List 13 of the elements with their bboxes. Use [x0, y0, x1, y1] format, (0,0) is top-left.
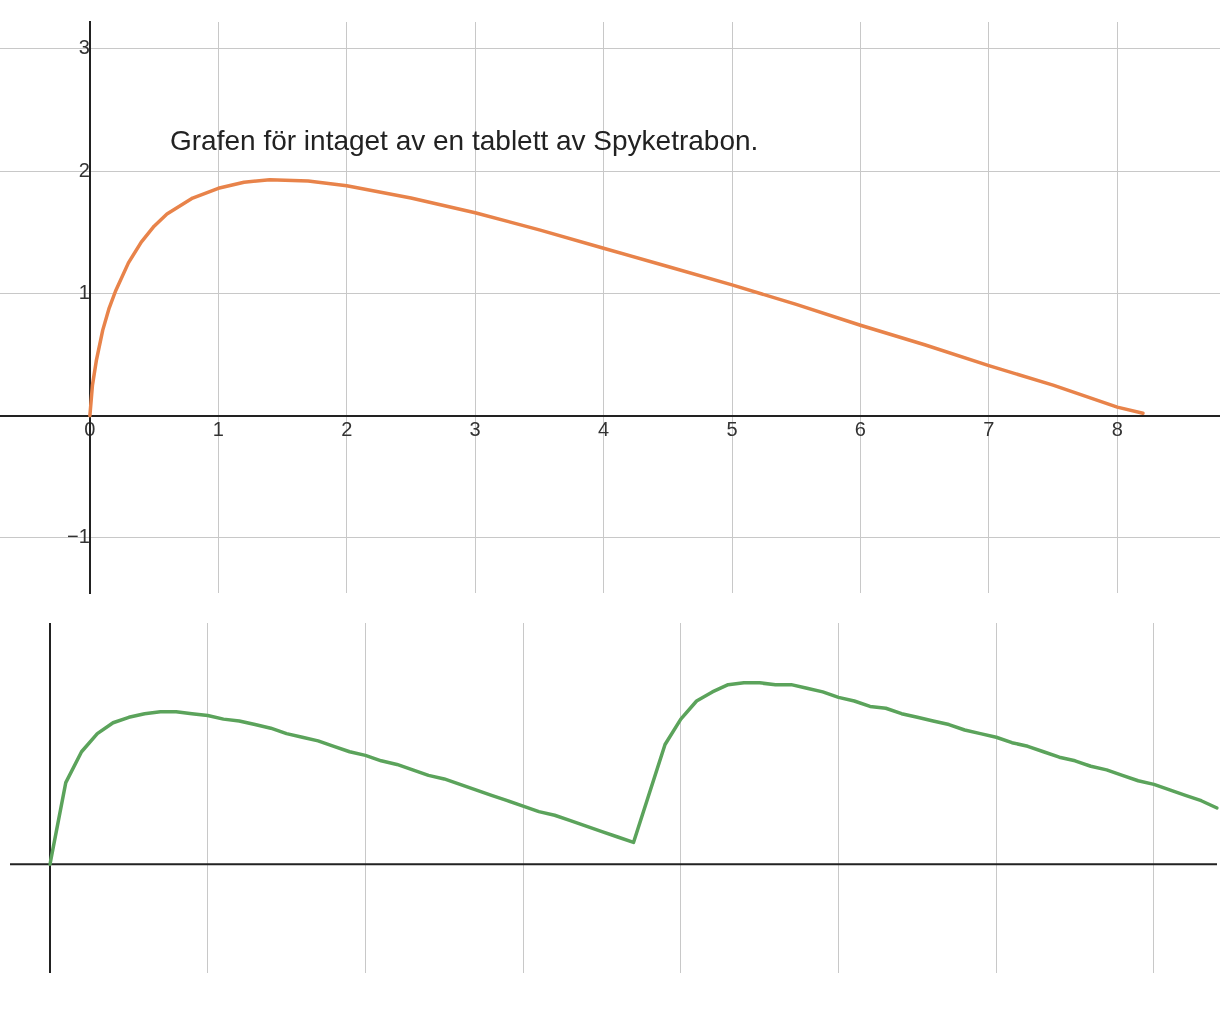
- x-tick-label: 2: [341, 418, 353, 441]
- x-tick-label: 3: [469, 418, 481, 441]
- y-tick-label: 3: [78, 36, 90, 59]
- x-tick-label: 6: [854, 418, 866, 441]
- y-tick-label: 1: [78, 280, 90, 303]
- x-tick-label: 8: [1111, 418, 1123, 441]
- x-tick-label: 4: [598, 418, 610, 441]
- text: Grafen för intaget av en tablett av Spyketrabon.: [170, 124, 759, 156]
- x-tick-label: 5: [726, 418, 738, 441]
- y-tick-label: −1: [67, 525, 90, 548]
- x-tick-label: 1: [212, 418, 224, 441]
- x-tick-label: 7: [983, 418, 995, 441]
- y-tick-label: 2: [78, 158, 90, 181]
